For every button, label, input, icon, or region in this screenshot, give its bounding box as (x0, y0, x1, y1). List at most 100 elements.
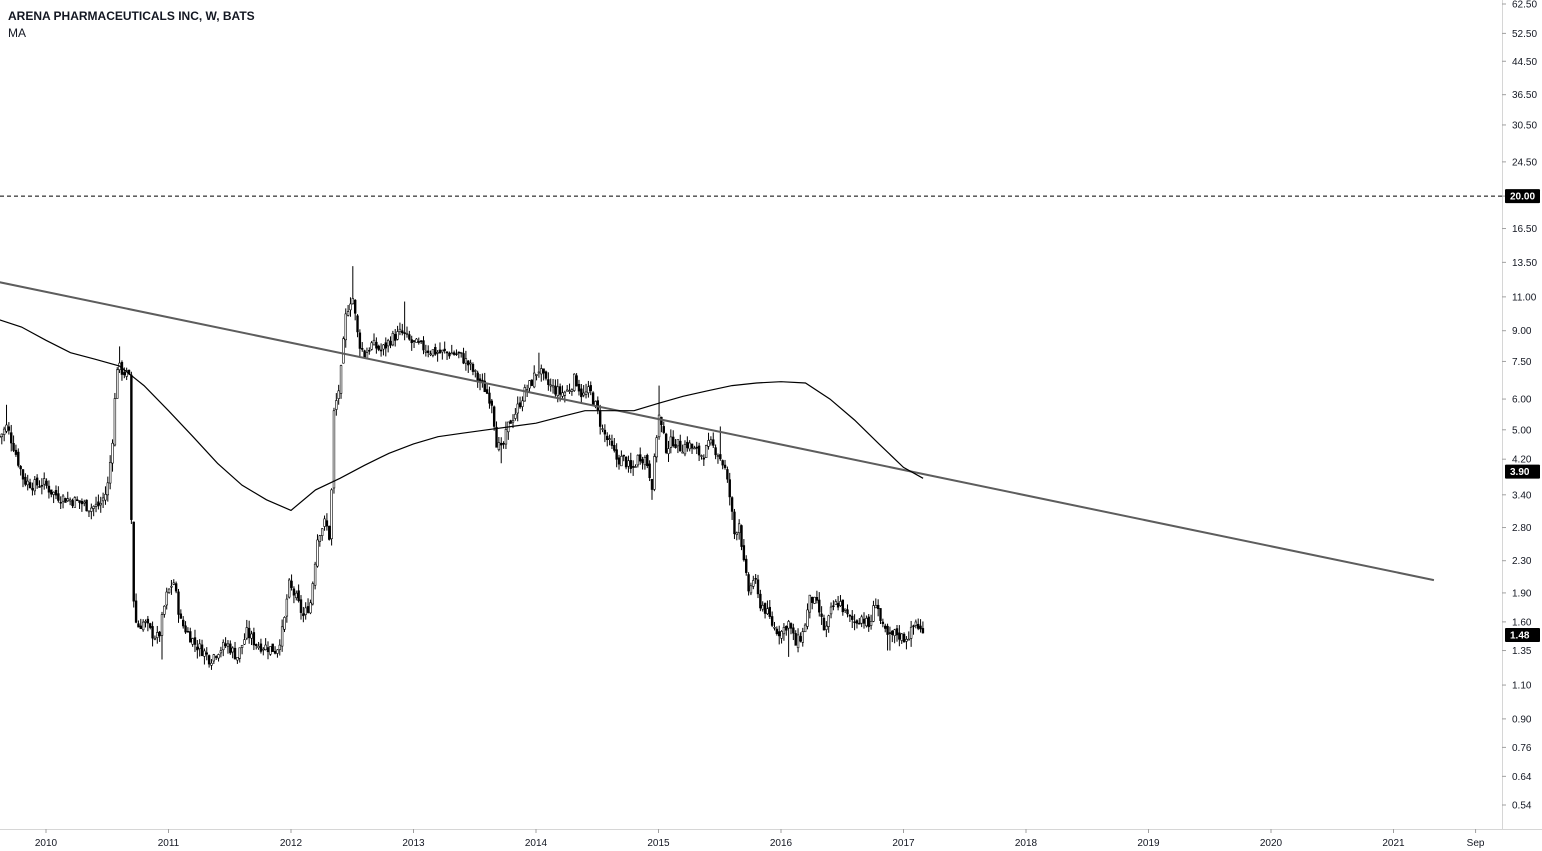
candle-body (24, 476, 27, 485)
candle-body (639, 454, 642, 462)
candle-body (408, 334, 411, 340)
candle-body (495, 426, 498, 448)
candle (330, 488, 333, 546)
candle (622, 454, 625, 462)
candle (240, 644, 244, 655)
candle-body (780, 631, 783, 639)
candle (278, 639, 281, 656)
candle-body (43, 478, 46, 485)
candle-body (141, 621, 145, 631)
candle-body (655, 437, 658, 458)
candle (389, 336, 392, 349)
candle (403, 301, 406, 341)
candle (304, 602, 307, 620)
candle-body (405, 333, 409, 335)
candle-body (467, 360, 470, 366)
candle-body (737, 523, 741, 534)
candle-body (455, 353, 458, 356)
candle (99, 496, 102, 513)
candle-body (424, 350, 428, 353)
candle-body (320, 528, 324, 536)
candle-body (464, 358, 468, 364)
candle (311, 581, 314, 606)
candle (606, 432, 609, 447)
candle-body (544, 371, 548, 379)
candle (412, 340, 416, 349)
y-tick-label: 30.50 (1512, 120, 1537, 131)
candle-body (846, 609, 849, 615)
candle (504, 421, 508, 450)
candle-body (851, 615, 854, 620)
candle (686, 436, 689, 452)
candle-body (377, 345, 380, 350)
candle (31, 482, 34, 496)
candle-body (728, 479, 731, 498)
candle (205, 647, 208, 661)
candle-body (40, 484, 44, 487)
candle-body (801, 631, 804, 643)
candle (134, 593, 138, 624)
candle (450, 344, 453, 355)
candle-body (808, 594, 812, 613)
candle-body (116, 369, 119, 399)
candle-body (745, 558, 748, 573)
candle-body (156, 632, 159, 638)
candle-body (73, 497, 77, 508)
candle (476, 370, 479, 388)
candle (683, 440, 687, 457)
y-tick-label: 62.50 (1512, 0, 1537, 11)
candle (865, 615, 868, 628)
candle (214, 655, 218, 660)
candle-body (742, 545, 746, 561)
candle-body (902, 633, 906, 643)
candle (747, 572, 750, 596)
candle-body (485, 389, 489, 394)
candle-body (891, 630, 894, 635)
candle-body (540, 368, 543, 375)
candle (236, 657, 239, 664)
candle-body (384, 342, 387, 349)
time-axis[interactable]: 2010 2011 2012 2013 2014 2015 2016 2017 2018 2019… (0, 829, 1542, 849)
y-tick-label: 9.00 (1512, 326, 1532, 337)
candle-body (700, 455, 703, 457)
indicator-label[interactable]: MA (8, 26, 26, 40)
candle (721, 459, 724, 470)
candle-body (257, 645, 260, 649)
candle (810, 596, 814, 610)
candle (217, 653, 220, 662)
price-axis[interactable]: 0.54 0.64 0.76 0.90 1.10 1.35 1.60 1.90 2.30 2.80… (1502, 0, 1540, 829)
candle-body (921, 628, 925, 634)
candle (770, 611, 774, 628)
candle-body (683, 444, 687, 455)
candle (799, 632, 802, 643)
candle (780, 630, 783, 644)
candle (561, 385, 564, 399)
candle-body (151, 626, 154, 639)
candle (806, 603, 809, 630)
candle-body (613, 445, 616, 451)
candle-body (679, 440, 682, 452)
candle (808, 594, 812, 619)
candle (853, 614, 856, 631)
candle-body (222, 642, 225, 651)
candle (773, 621, 776, 631)
candle (497, 436, 501, 452)
candle (71, 498, 74, 509)
candle (697, 442, 701, 462)
candle (269, 646, 272, 656)
candle-body (855, 620, 859, 624)
candle (846, 604, 849, 618)
candle-body (810, 596, 814, 603)
candle (789, 622, 793, 635)
candle-body (488, 392, 491, 404)
candle (288, 578, 291, 599)
x-tick-label: 2015 (647, 838, 670, 849)
candle-body (19, 466, 22, 470)
candle (313, 561, 317, 590)
candle-body (879, 608, 882, 621)
candle-body (75, 499, 79, 501)
x-tick-label: 2019 (1137, 838, 1160, 849)
candle (193, 629, 197, 652)
candle-body (452, 352, 456, 355)
